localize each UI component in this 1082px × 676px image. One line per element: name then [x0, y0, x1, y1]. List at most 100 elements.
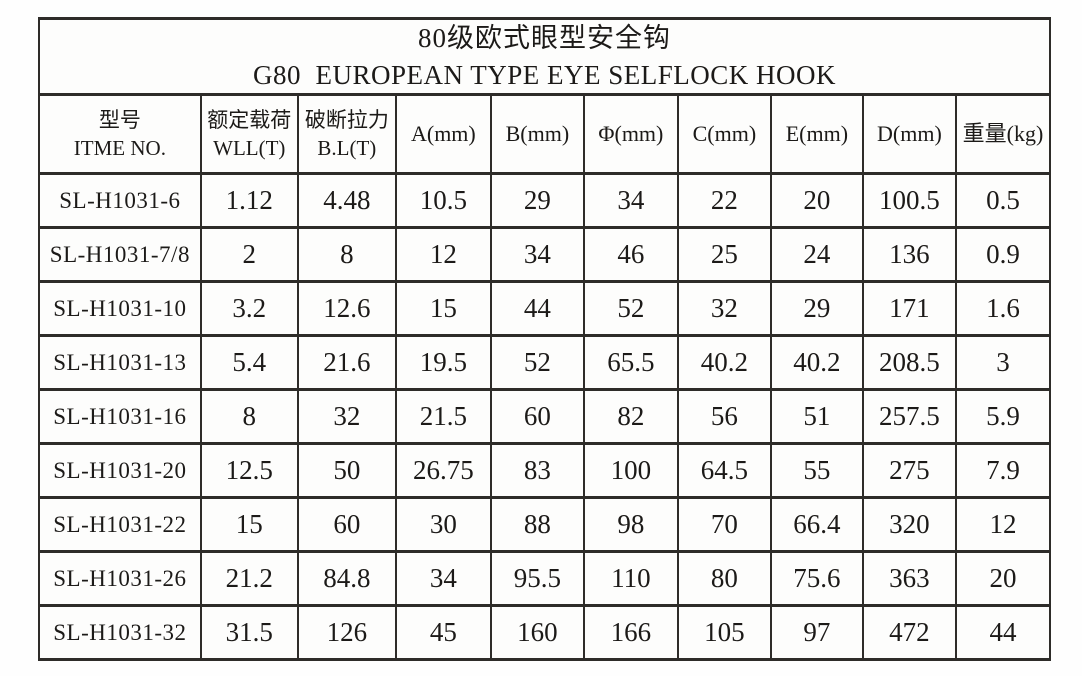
- model-cell: SL-H1031-16: [38, 388, 202, 445]
- value-cell: 363: [861, 550, 957, 607]
- table-row: SL-H1031-16 8 32 21.5 60 82 56 51 257.5 …: [38, 388, 1052, 445]
- value-cell: 5.9: [954, 388, 1052, 445]
- value-cell: 56: [676, 388, 772, 445]
- value-cell: 5.4: [199, 334, 299, 391]
- spec-table: 80级欧式眼型安全钩 G80 EUROPEAN TYPE EYE SELFLOC…: [38, 17, 1052, 661]
- model-cell: SL-H1031-22: [38, 496, 202, 553]
- value-cell: 52: [489, 334, 585, 391]
- table-row: SL-H1031-26 21.2 84.8 34 95.5 110 80 75.…: [38, 550, 1052, 607]
- value-cell: 12: [954, 496, 1052, 553]
- table-row: SL-H1031-13 5.4 21.6 19.5 52 65.5 40.2 4…: [38, 334, 1052, 391]
- col-header-e: E(mm): [769, 93, 864, 175]
- col-header-c: C(mm): [676, 93, 772, 175]
- value-cell: 24: [769, 226, 864, 283]
- table-row: SL-H1031-32 31.5 126 45 160 166 105 97 4…: [38, 604, 1052, 661]
- value-cell: 160: [489, 604, 585, 661]
- value-cell: 171: [861, 280, 957, 337]
- value-cell: 19.5: [394, 334, 492, 391]
- model-cell: SL-H1031-10: [38, 280, 202, 337]
- value-cell: 25: [676, 226, 772, 283]
- value-cell: 15: [199, 496, 299, 553]
- value-cell: 110: [582, 550, 679, 607]
- value-cell: 95.5: [489, 550, 585, 607]
- value-cell: 32: [296, 388, 397, 445]
- value-cell: 40.2: [769, 334, 864, 391]
- value-cell: 31.5: [199, 604, 299, 661]
- value-cell: 66.4: [769, 496, 864, 553]
- value-cell: 21.2: [199, 550, 299, 607]
- value-cell: 22: [676, 172, 772, 229]
- value-cell: 32: [676, 280, 772, 337]
- value-cell: 0.5: [954, 172, 1052, 229]
- value-cell: 44: [954, 604, 1052, 661]
- model-cell: SL-H1031-7/8: [38, 226, 202, 283]
- value-cell: 0.9: [954, 226, 1052, 283]
- value-cell: 26.75: [394, 442, 492, 499]
- value-cell: 34: [394, 550, 492, 607]
- value-cell: 275: [861, 442, 957, 499]
- value-cell: 55: [769, 442, 864, 499]
- value-cell: 320: [861, 496, 957, 553]
- value-cell: 10.5: [394, 172, 492, 229]
- value-cell: 70: [676, 496, 772, 553]
- value-cell: 3: [954, 334, 1052, 391]
- value-cell: 100: [582, 442, 679, 499]
- header-row: 型号 ITME NO. 额定载荷 WLL(T) 破断拉力 B.L(T) A(mm…: [38, 93, 1052, 175]
- value-cell: 29: [489, 172, 585, 229]
- value-cell: 2: [199, 226, 299, 283]
- value-cell: 166: [582, 604, 679, 661]
- value-cell: 50: [296, 442, 397, 499]
- model-cell: SL-H1031-32: [38, 604, 202, 661]
- title-english: G80 EUROPEAN TYPE EYE SELFLOCK HOOK: [252, 60, 836, 90]
- col-header-a: A(mm): [394, 93, 492, 175]
- value-cell: 46: [582, 226, 679, 283]
- value-cell: 30: [394, 496, 492, 553]
- col-header-wll: 额定载荷 WLL(T): [199, 93, 299, 175]
- value-cell: 8: [199, 388, 299, 445]
- value-cell: 100.5: [861, 172, 957, 229]
- value-cell: 208.5: [861, 334, 957, 391]
- value-cell: 12.6: [296, 280, 397, 337]
- table-row: SL-H1031-20 12.5 50 26.75 83 100 64.5 55…: [38, 442, 1052, 499]
- value-cell: 29: [769, 280, 864, 337]
- value-cell: 52: [582, 280, 679, 337]
- value-cell: 88: [489, 496, 585, 553]
- col-header-b: B(mm): [489, 93, 585, 175]
- title-chinese: 80级欧式眼型安全钩: [418, 23, 671, 53]
- value-cell: 126: [296, 604, 397, 661]
- value-cell: 8: [296, 226, 397, 283]
- value-cell: 75.6: [769, 550, 864, 607]
- value-cell: 44: [489, 280, 585, 337]
- table-row: SL-H1031-6 1.12 4.48 10.5 29 34 22 20 10…: [38, 172, 1052, 229]
- title-row: 80级欧式眼型安全钩 G80 EUROPEAN TYPE EYE SELFLOC…: [38, 17, 1051, 96]
- model-cell: SL-H1031-6: [38, 172, 202, 229]
- table-row: SL-H1031-10 3.2 12.6 15 44 52 32 29 171 …: [38, 280, 1052, 337]
- value-cell: 12: [394, 226, 492, 283]
- value-cell: 60: [296, 496, 397, 553]
- value-cell: 12.5: [199, 442, 299, 499]
- value-cell: 51: [769, 388, 864, 445]
- value-cell: 1.6: [954, 280, 1052, 337]
- model-cell: SL-H1031-13: [38, 334, 202, 391]
- value-cell: 3.2: [199, 280, 299, 337]
- value-cell: 45: [394, 604, 492, 661]
- col-header-item-no: 型号 ITME NO.: [38, 93, 202, 175]
- value-cell: 20: [769, 172, 864, 229]
- value-cell: 21.6: [296, 334, 397, 391]
- value-cell: 98: [582, 496, 679, 553]
- table-row: SL-H1031-7/8 2 8 12 34 46 25 24 136 0.9: [38, 226, 1052, 283]
- value-cell: 1.12: [199, 172, 299, 229]
- table-row: SL-H1031-22 15 60 30 88 98 70 66.4 320 1…: [38, 496, 1052, 553]
- value-cell: 40.2: [676, 334, 772, 391]
- value-cell: 82: [582, 388, 679, 445]
- value-cell: 34: [489, 226, 585, 283]
- value-cell: 65.5: [582, 334, 679, 391]
- value-cell: 136: [861, 226, 957, 283]
- value-cell: 83: [489, 442, 585, 499]
- value-cell: 472: [861, 604, 957, 661]
- value-cell: 60: [489, 388, 585, 445]
- value-cell: 21.5: [394, 388, 492, 445]
- value-cell: 257.5: [861, 388, 957, 445]
- value-cell: 7.9: [954, 442, 1052, 499]
